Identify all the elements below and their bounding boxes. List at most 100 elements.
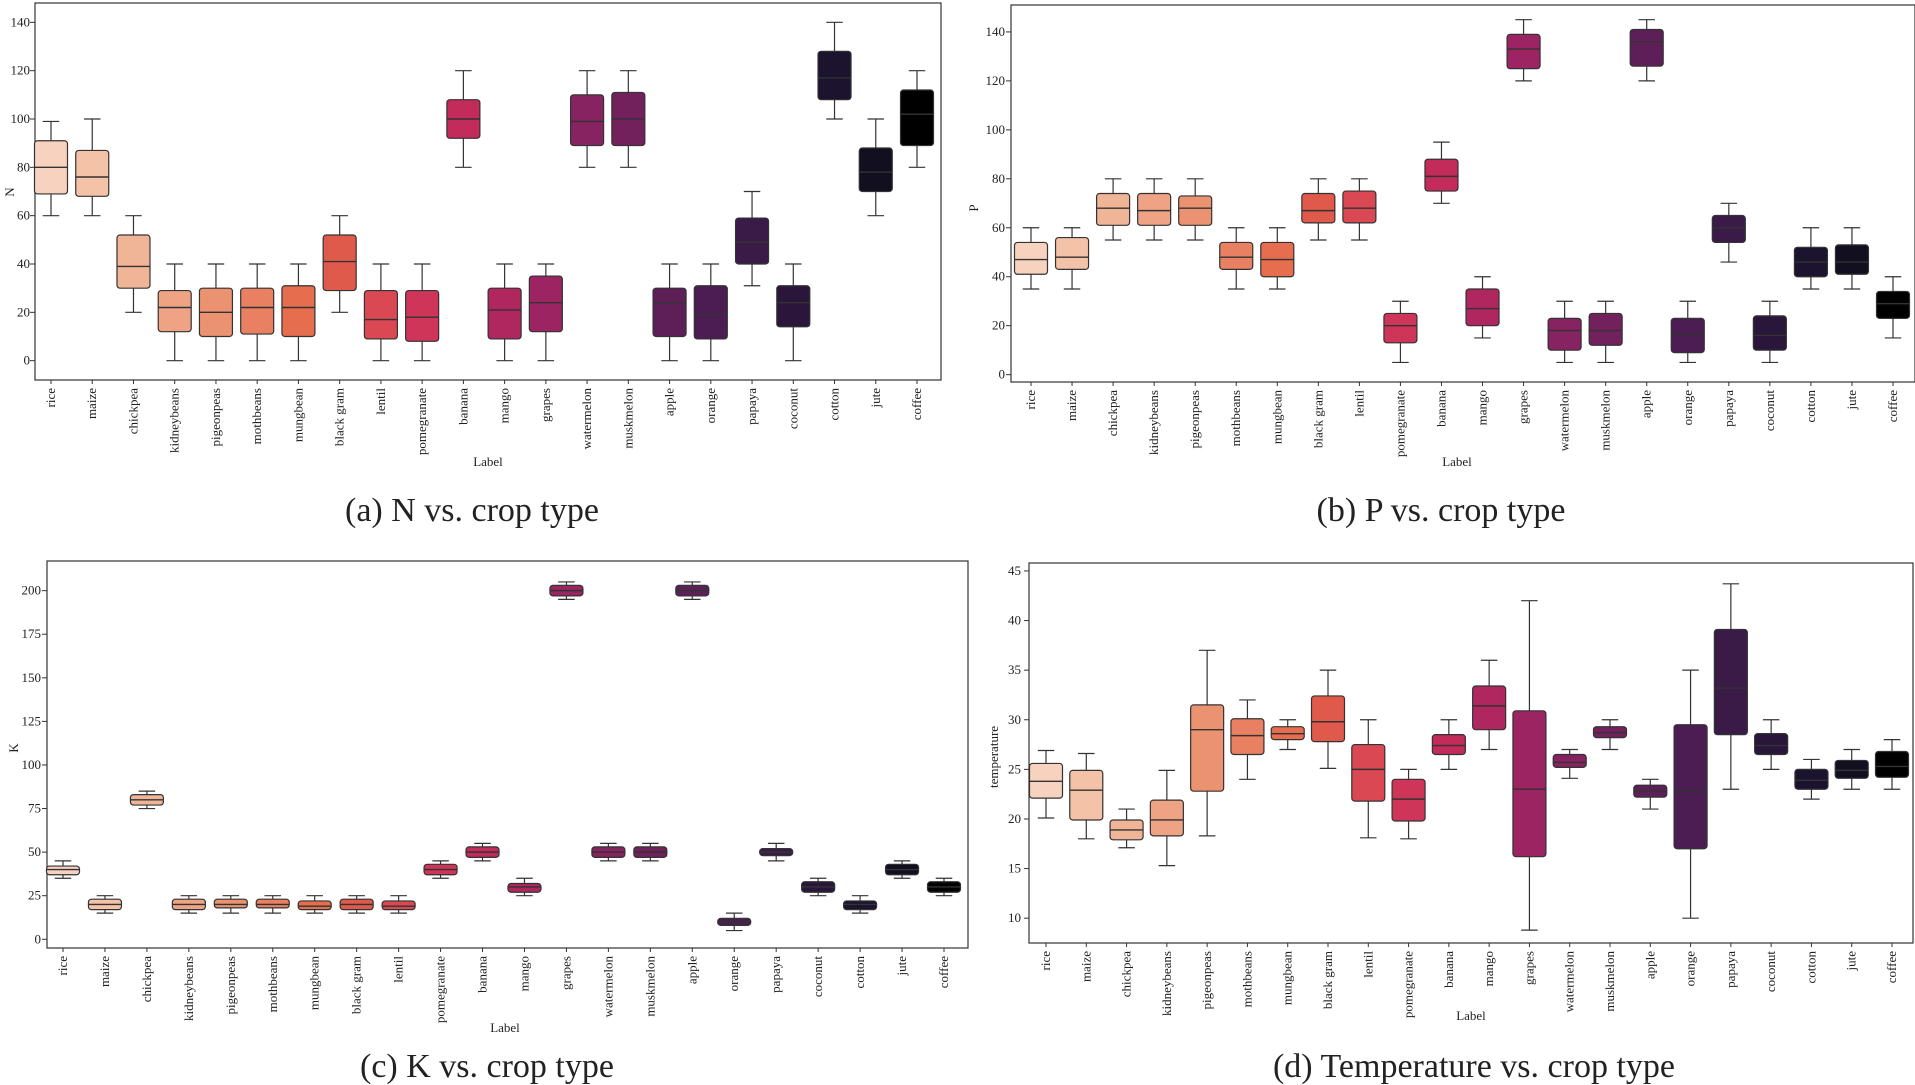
box-lentil [381, 895, 416, 914]
box-body [817, 50, 852, 101]
box-body [858, 147, 893, 193]
box-papaya [759, 842, 794, 862]
x-tick-label: maize [97, 956, 112, 987]
x-axis-label: Label [490, 1020, 520, 1035]
y-tick-label: 40 [1008, 613, 1021, 628]
y-tick-label: 120 [11, 63, 31, 78]
box-body [1351, 743, 1386, 802]
box-body [1673, 724, 1708, 850]
panel-caption: (d) Temperature vs. crop type [1273, 1048, 1675, 1085]
x-tick-label: pigeonpeas [208, 388, 223, 446]
box-mango [507, 877, 542, 897]
box-pomegranate [405, 263, 440, 362]
y-tick-label: 100 [11, 111, 31, 126]
x-tick-label: grapes [1516, 390, 1531, 424]
x-tick-label: apple [1639, 390, 1654, 418]
x-tick-label: mothbeans [1228, 390, 1243, 446]
y-tick-label: 50 [28, 844, 41, 859]
y-axis-label: P [966, 204, 981, 211]
x-tick-label: kidneybeans [167, 388, 182, 453]
y-tick-label: 0 [35, 931, 42, 946]
box-watermelon [1552, 748, 1587, 779]
box-body [1588, 312, 1623, 346]
box-body [1383, 312, 1418, 344]
y-tick-label: 20 [1008, 811, 1021, 826]
x-tick-label: watermelon [1562, 951, 1577, 1013]
box-body [1431, 734, 1466, 756]
y-tick-label: 20 [992, 318, 1005, 333]
box-papaya [1711, 202, 1746, 263]
y-tick-label: 25 [1008, 761, 1021, 776]
box-body [842, 900, 878, 911]
y-tick-label: 30 [1008, 712, 1021, 727]
box-body [1069, 769, 1104, 821]
x-tick-label: banana [455, 388, 470, 425]
box-body [1310, 695, 1346, 743]
x-tick-label: maize [1064, 390, 1079, 421]
y-tick-label: 60 [17, 208, 30, 223]
box-cotton [1794, 758, 1829, 800]
panel-caption: (a) N vs. crop type [345, 492, 599, 529]
y-tick-label: 35 [1008, 662, 1021, 677]
box-body [1552, 753, 1587, 768]
x-tick-label: coconut [1762, 390, 1777, 432]
box-banana [1424, 141, 1459, 204]
x-tick-label: lentil [373, 388, 388, 415]
box-jute [1834, 748, 1869, 790]
box-body [1219, 241, 1254, 270]
x-tick-label: jute [894, 956, 909, 977]
box-kidneybeans [1137, 178, 1172, 241]
y-tick-label: 25 [28, 888, 41, 903]
x-tick-label: pomegranate [414, 388, 429, 455]
box-maize [75, 118, 110, 217]
box-body [1095, 192, 1131, 226]
box-body [381, 900, 416, 911]
x-tick-label: cotton [1803, 390, 1818, 423]
box-coffee [899, 70, 935, 168]
box-grapes [1506, 19, 1541, 82]
box-mothbeans [1230, 699, 1265, 780]
x-tick-label: mothbeans [1239, 951, 1254, 1007]
box-chickpea [129, 790, 165, 810]
box-body [1512, 710, 1547, 858]
box-maize [1069, 752, 1104, 840]
y-tick-label: 150 [22, 670, 42, 685]
x-tick-label: black gram [332, 388, 347, 446]
box-muskmelon [633, 842, 668, 862]
y-tick-label: 200 [22, 583, 42, 598]
box-maize [1054, 227, 1090, 290]
x-tick-label: coconut [1763, 951, 1778, 993]
box-muskmelon [1588, 300, 1623, 364]
x-tick-label: rice [55, 956, 70, 976]
x-tick-label: jute [868, 388, 883, 409]
x-tick-label: grapes [538, 388, 553, 422]
x-tick-label: rice [1023, 390, 1038, 410]
box-mango [1465, 276, 1500, 339]
y-tick-label: 140 [986, 24, 1006, 39]
x-tick-label: mango [497, 388, 512, 423]
box-mungbean [297, 895, 332, 914]
box-mothbeans [1219, 227, 1254, 290]
y-tick-label: 125 [22, 713, 42, 728]
box-muskmelon [611, 70, 646, 168]
box-coconut [801, 877, 836, 897]
x-tick-label: coconut [810, 956, 825, 998]
x-tick-label: kidneybeans [181, 956, 196, 1021]
box-body [1054, 236, 1090, 270]
box-coconut [1752, 300, 1787, 364]
box-mango [487, 263, 522, 362]
box-banana [1431, 719, 1466, 770]
box-body [487, 287, 522, 340]
x-tick-label: rice [43, 388, 58, 408]
box-body [1506, 33, 1541, 70]
x-tick-label: jute [1844, 390, 1859, 411]
box-apple [652, 263, 687, 362]
x-tick-label: coconut [785, 388, 800, 430]
x-axis-label: Label [1456, 1008, 1486, 1023]
box-body [1752, 315, 1787, 351]
box-body [1178, 195, 1213, 226]
x-tick-label: orange [1680, 390, 1695, 426]
x-tick-label: mango [1481, 951, 1496, 986]
y-tick-label: 60 [992, 220, 1005, 235]
x-tick-label: kidneybeans [1159, 951, 1174, 1016]
